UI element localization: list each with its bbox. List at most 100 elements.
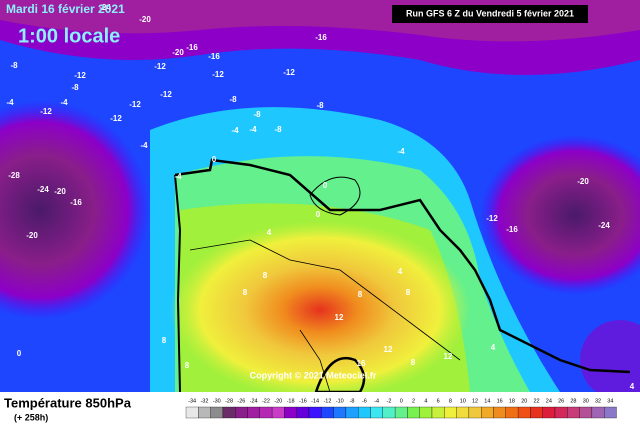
contour-label: -12: [283, 68, 295, 77]
contour-label: -4: [249, 125, 257, 134]
contour-label: 8: [263, 271, 268, 280]
color-tick-label: 22: [533, 398, 539, 404]
contour-label: -16: [315, 33, 327, 42]
color-tick-label: 6: [437, 398, 440, 404]
color-tick-label: 16: [497, 398, 503, 404]
contour-label: 12: [444, 352, 453, 361]
color-cell: [542, 406, 556, 419]
contour-label: -8: [274, 125, 282, 134]
color-cell: [222, 406, 236, 419]
contour-label: -24: [37, 185, 49, 194]
contour-label: -20: [172, 48, 184, 57]
color-cell: [333, 406, 347, 419]
color-tick-label: -18: [287, 398, 295, 404]
color-tick-label: 28: [570, 398, 576, 404]
contour-label: -20: [577, 177, 589, 186]
color-tick-label: -2: [387, 398, 392, 404]
color-cell: [579, 406, 593, 419]
legend-subtitle: (+ 258h): [14, 412, 48, 422]
contour-label: -16: [186, 43, 198, 52]
contour-label: -12: [212, 70, 224, 79]
legend-title: Température 850hPa: [4, 395, 132, 410]
color-tick-label: 14: [484, 398, 490, 404]
contour-label: -4: [6, 98, 14, 107]
color-tick-label: 12: [472, 398, 478, 404]
color-cell: [308, 406, 322, 419]
color-cell: [604, 406, 617, 419]
contour-label: -12: [74, 71, 86, 80]
color-tick-label: 4: [424, 398, 427, 404]
color-tick-label: 24: [546, 398, 552, 404]
color-cell: [382, 406, 396, 419]
color-tick-label: -4: [374, 398, 379, 404]
contour-label: 8: [411, 358, 416, 367]
contour-label: -16: [70, 198, 82, 207]
color-cell: [517, 406, 531, 419]
color-cell: [530, 406, 543, 419]
color-cell: [567, 406, 580, 419]
contour-label: -12: [486, 214, 498, 223]
color-cell: [591, 406, 605, 419]
contour-label: -12: [160, 90, 172, 99]
color-tick-label: 34: [607, 398, 613, 404]
contour-label: 12: [384, 345, 393, 354]
contour-label: 0: [316, 210, 321, 219]
contour-label: -12: [40, 107, 52, 116]
color-cell: [505, 406, 519, 419]
contour-label: -4: [397, 147, 405, 156]
contour-label: 0: [17, 349, 22, 358]
color-tick-label: 8: [449, 398, 452, 404]
contour-label: 4: [630, 382, 635, 391]
color-tick-label: 2: [412, 398, 415, 404]
color-cell: [321, 406, 334, 419]
color-tick-label: 32: [595, 398, 601, 404]
color-tick-label: -30: [213, 398, 221, 404]
color-cell: [554, 406, 568, 419]
color-tick-label: 30: [583, 398, 589, 404]
color-cell: [284, 406, 297, 419]
color-cell: [468, 406, 482, 419]
color-cell: [345, 406, 359, 419]
color-tick-label: -26: [237, 398, 245, 404]
color-cell: [247, 406, 260, 419]
color-tick-label: 18: [509, 398, 515, 404]
contour-label: 8: [162, 336, 167, 345]
contour-label: 4: [491, 343, 496, 352]
color-cell: [431, 406, 445, 419]
color-cell: [456, 406, 470, 419]
contour-label: -8: [71, 83, 79, 92]
color-cell: [185, 406, 199, 419]
contour-label: 16: [357, 359, 366, 368]
contour-label: -20: [26, 231, 38, 240]
map: [0, 0, 640, 400]
contour-label: -24: [598, 221, 610, 230]
color-cell: [235, 406, 248, 419]
color-tick-label: 20: [521, 398, 527, 404]
time: 1:00 locale: [18, 25, 120, 47]
color-cell: [259, 406, 273, 419]
contour-label: -28: [8, 171, 20, 180]
contour-label: -8: [316, 101, 324, 110]
color-tick-label: -6: [362, 398, 367, 404]
color-tick-label: -32: [200, 398, 208, 404]
contour-label: -24: [99, 3, 111, 12]
contour-label: 8: [185, 361, 190, 370]
color-tick-label: -22: [262, 398, 270, 404]
color-cell: [296, 406, 310, 419]
contour-label: -4: [174, 172, 182, 181]
color-cell: [271, 406, 285, 419]
color-cell: [370, 406, 383, 419]
contour-label: 0: [323, 181, 328, 190]
contour-label: 8: [358, 290, 363, 299]
run: Run GFS 6 Z du Vendredi 5 février 2021: [406, 8, 574, 18]
contour-label: -4: [140, 141, 148, 150]
run-box: [392, 5, 588, 23]
color-cell: [210, 406, 224, 419]
color-tick-label: -24: [250, 398, 258, 404]
copyright: Copyright © 2021 Meteociel.fr: [250, 370, 377, 380]
contour-label: 4: [267, 228, 272, 237]
color-cell: [198, 406, 211, 419]
contour-label: -12: [129, 100, 141, 109]
color-cell: [419, 406, 433, 419]
